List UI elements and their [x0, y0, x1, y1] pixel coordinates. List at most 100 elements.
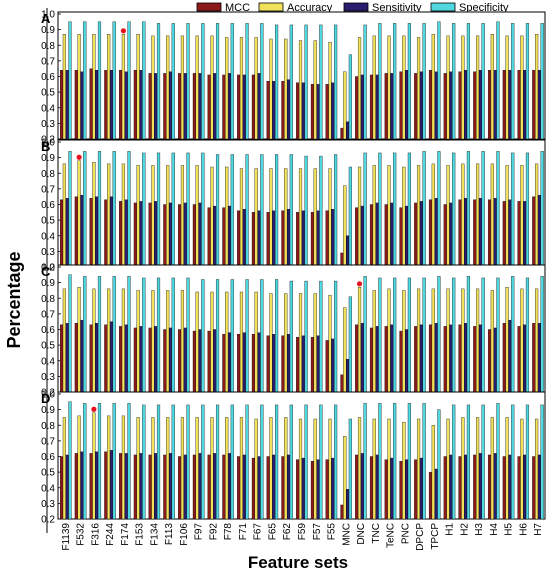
bar-accuracy-h2	[461, 35, 465, 140]
bar-specificity-dpcp	[422, 277, 426, 393]
bar-mcc-dpcp	[414, 73, 418, 140]
bar-sensitivity-f97	[198, 329, 202, 393]
bar-accuracy-tpcp	[431, 163, 435, 268]
chart-panels: 0.20.30.40.50.60.70.80.91.0A0.20.30.40.5…	[41, 8, 546, 533]
bar-mcc-f92	[207, 207, 211, 268]
x-tick-label: F62	[282, 523, 293, 541]
bar-accuracy-mnc	[343, 436, 347, 520]
bar-mcc-f174	[119, 201, 123, 268]
bar-accuracy-f134	[151, 290, 155, 393]
bar-sensitivity-h7	[537, 70, 541, 140]
bar-mcc-f316	[89, 453, 93, 520]
bar-accuracy-mnc	[343, 71, 347, 140]
bar-accuracy-h7	[535, 418, 539, 520]
bar-sensitivity-f67	[257, 73, 261, 140]
bar-accuracy-f244	[107, 34, 111, 140]
bar-specificity-pnc	[407, 403, 411, 520]
bar-mcc-f65	[266, 212, 270, 268]
bar-mcc-h2	[458, 71, 462, 140]
bar-sensitivity-h2	[464, 70, 468, 140]
bar-sensitivity-f57	[316, 335, 320, 393]
bar-mcc-f71	[237, 334, 241, 393]
bar-specificity-f113	[171, 152, 175, 268]
bar-accuracy-h2	[461, 288, 465, 393]
y-tick-label: 1.0	[41, 138, 55, 149]
bar-accuracy-tenc	[387, 418, 391, 520]
bar-sensitivity-f532	[80, 194, 84, 268]
bar-sensitivity-h5	[508, 319, 512, 393]
bar-mcc-f106	[178, 204, 182, 268]
bar-specificity-f67	[260, 23, 264, 140]
bar-specificity-f55	[334, 154, 338, 268]
bar-mcc-f65	[266, 335, 270, 393]
bar-sensitivity-f134	[154, 326, 158, 393]
bar-mcc-h4	[487, 454, 492, 520]
bar-accuracy-f67	[254, 168, 258, 268]
y-tick-label: 0.2	[41, 515, 55, 526]
y-tick-label: 0.3	[41, 372, 55, 383]
bar-mcc-f92	[207, 454, 211, 520]
bar-specificity-f106	[186, 23, 190, 140]
bar-specificity-f532	[83, 403, 87, 520]
bar-specificity-f62	[289, 24, 293, 140]
bar-mcc-f106	[178, 456, 182, 520]
bar-sensitivity-f1139	[65, 70, 69, 140]
x-tick-label: F92	[208, 523, 219, 541]
bar-specificity-mnc	[348, 418, 352, 520]
x-tick-label: TeNC	[386, 523, 397, 548]
bar-sensitivity-f153	[139, 70, 143, 140]
y-tick-label: 0.9	[41, 25, 55, 36]
bar-sensitivity-f316	[95, 323, 99, 393]
bar-specificity-h5	[511, 152, 515, 268]
bar-mcc-f316	[89, 68, 93, 140]
bar-sensitivity-f71	[242, 454, 246, 520]
bar-accuracy-h4	[490, 34, 494, 140]
bar-accuracy-f532	[77, 160, 81, 268]
bar-mcc-tpcp	[428, 199, 433, 268]
bar-sensitivity-f153	[139, 453, 143, 520]
bar-sensitivity-f174	[124, 453, 128, 520]
best-marker	[76, 154, 82, 160]
bar-accuracy-h7	[535, 163, 539, 268]
bar-specificity-f97	[201, 152, 205, 268]
bar-mcc-f134	[148, 454, 152, 520]
bar-accuracy-f62	[284, 168, 288, 268]
x-tick-label: H3	[474, 523, 485, 536]
bar-sensitivity-pnc	[405, 459, 409, 520]
x-tick-label: F113	[164, 523, 175, 545]
bar-accuracy-f65	[269, 168, 273, 268]
bar-sensitivity-f174	[124, 71, 128, 140]
bar-mcc-f62	[281, 456, 285, 520]
bar-accuracy-f97	[195, 35, 199, 140]
x-tick-label: TNC	[371, 523, 382, 544]
bar-mcc-h3	[473, 71, 477, 140]
bar-mcc-f153	[133, 202, 137, 268]
bar-sensitivity-f78	[227, 73, 232, 140]
bar-accuracy-h3	[476, 163, 480, 268]
bar-specificity-dpcp	[422, 151, 426, 268]
bar-specificity-mnc	[348, 166, 352, 268]
bar-mcc-f59	[296, 459, 300, 520]
bar-accuracy-f57	[313, 418, 317, 520]
bar-sensitivity-f92	[213, 205, 217, 268]
bar-mcc-f153	[133, 454, 137, 520]
bar-specificity-f65	[275, 279, 279, 393]
bar-sensitivity-tenc	[390, 202, 394, 268]
panel-label: C	[41, 264, 51, 279]
bar-specificity-h7	[540, 404, 544, 520]
bar-mcc-h4	[487, 70, 492, 140]
bar-accuracy-tnc	[372, 290, 376, 393]
bar-accuracy-f244	[107, 415, 111, 520]
bar-specificity-h1	[452, 152, 456, 268]
bar-sensitivity-f92	[213, 73, 217, 140]
bar-mcc-mnc	[340, 127, 344, 140]
bar-mcc-f65	[266, 81, 270, 140]
bar-specificity-f316	[97, 151, 102, 268]
bar-specificity-f134	[156, 23, 161, 140]
bar-specificity-f71	[245, 279, 249, 393]
bar-sensitivity-f153	[139, 326, 143, 393]
bar-mcc-h5	[502, 456, 506, 520]
bar-sensitivity-f67	[257, 332, 261, 393]
bar-sensitivity-h2	[464, 454, 468, 520]
bar-mcc-f174	[119, 326, 123, 393]
